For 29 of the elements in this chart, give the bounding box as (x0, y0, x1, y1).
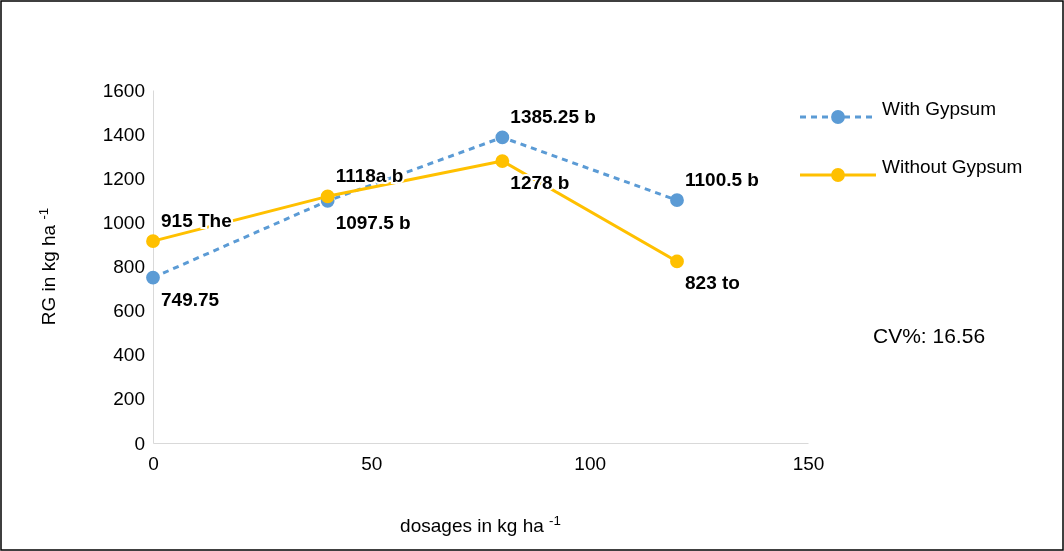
data-label: 1097.5 b (335, 211, 411, 233)
data-label: 1385.25 b (510, 106, 596, 128)
y-tick-label: 600 (113, 300, 145, 322)
x-tick-label: 50 (361, 453, 383, 475)
y-tick-label: 200 (113, 388, 145, 410)
data-label: 823 to (685, 272, 740, 294)
x-tick-label: 100 (574, 453, 607, 475)
point (320, 189, 335, 204)
point (670, 254, 684, 269)
x-axis-title: dosages in kg ha $^{-1}$ (400, 512, 561, 536)
y-tick-label: 400 (113, 344, 145, 366)
point (146, 270, 160, 285)
x-tick-label: 0 (148, 453, 159, 475)
x-tick-label: 150 (792, 453, 825, 475)
point (495, 154, 510, 168)
y-tick-label: 1600 (102, 79, 145, 101)
y-tick-label: 1000 (102, 211, 145, 233)
point (146, 234, 160, 249)
data-label: 1100.5 b (685, 169, 759, 191)
y-tick-label: 800 (113, 256, 145, 278)
text: CV%: 16.56 (873, 324, 986, 347)
legend-label: Without Gypsum (882, 156, 1023, 177)
data-label: 749.75 (161, 288, 220, 310)
legend-label: With Gypsum (882, 98, 997, 119)
y-tick-label: 0 (134, 432, 145, 454)
point (670, 193, 684, 208)
y-tick-label: 1400 (102, 123, 145, 145)
point (495, 130, 510, 145)
y-tick-label: 1200 (102, 167, 145, 189)
